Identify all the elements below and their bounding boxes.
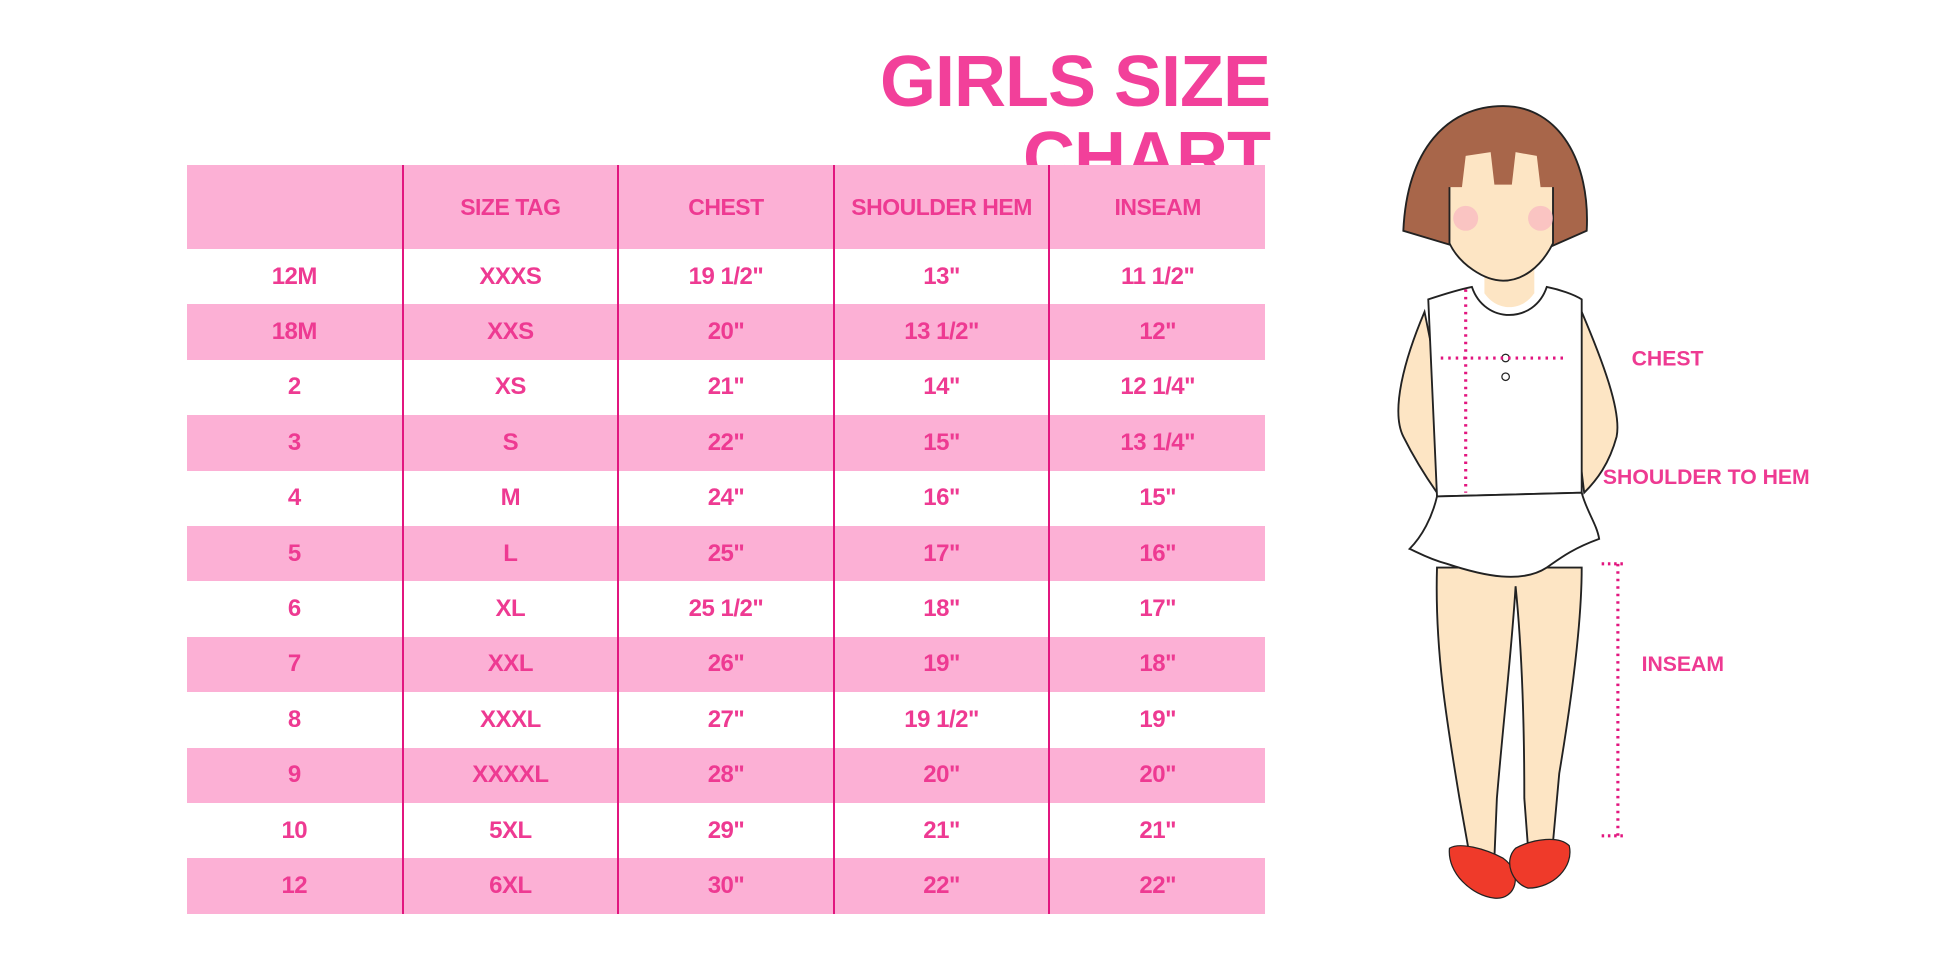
- age-size-cell: 2: [287, 373, 301, 401]
- table-cell: 20": [1048, 747, 1265, 803]
- table-cell: 28": [617, 747, 834, 803]
- table-cell: 30": [617, 858, 834, 914]
- table-cell: 13 1/4": [1048, 415, 1265, 471]
- table-cell: L: [401, 525, 619, 582]
- header-row: SIZE TAG CHEST SHOULDER HEM INSEAM: [187, 165, 1265, 249]
- age-size-cell: 7: [187, 636, 403, 693]
- table-cell: 13": [832, 249, 1050, 305]
- table-row: 5 L 25" 17" 16": [187, 525, 1265, 582]
- table-cell: 16": [1048, 525, 1265, 582]
- table-row: 2 XS 21" 14" 12 1/4": [187, 359, 1265, 416]
- table-cell: 18": [832, 581, 1050, 637]
- table-cell: 17": [1048, 581, 1265, 637]
- table-cell: 13 1/2": [832, 304, 1050, 360]
- table-cell: 26": [617, 636, 834, 693]
- age-size-cell: 4: [287, 484, 301, 512]
- table-cell: 21": [1048, 802, 1265, 859]
- age-size-cell: 5: [187, 525, 403, 582]
- age-size-cell: 10: [281, 816, 308, 844]
- age-size-cell: 8: [287, 705, 301, 733]
- table-cell: 15": [1048, 470, 1265, 526]
- header-cell: CHEST: [617, 165, 834, 249]
- table-cell: XXL: [401, 636, 619, 693]
- chest-label: CHEST: [1632, 347, 1704, 370]
- table-cell: 19": [1048, 692, 1265, 748]
- table-cell: S: [401, 415, 619, 471]
- table-cell: 5XL: [401, 802, 619, 859]
- table-row: 6 XL 25 1/2" 18" 17": [187, 581, 1265, 637]
- table-cell: 17": [832, 525, 1050, 582]
- table-cell: XL: [401, 581, 619, 637]
- table-cell: 22": [832, 858, 1050, 914]
- table-cell: 22": [617, 415, 834, 471]
- age-size-cell: 12: [187, 858, 403, 914]
- size-chart-table: SIZE TAG CHEST SHOULDER HEM INSEAM 12M XX…: [187, 165, 1265, 914]
- age-size-cell: 3: [187, 415, 403, 471]
- table-row: 18M XXS 20" 13 1/2" 12": [187, 304, 1265, 360]
- shirt: [1427, 285, 1583, 498]
- table-row: 9 XXXXL 28" 20" 20": [187, 747, 1265, 803]
- table-cell: 14": [832, 359, 1050, 416]
- right-arm: [1573, 311, 1619, 495]
- table-row: 12M XXXS 19 1/2" 13" 11 1/2": [187, 249, 1265, 305]
- table-cell: 12": [1048, 304, 1265, 360]
- age-size-cell: 12M: [271, 262, 318, 290]
- table-cell: 21": [617, 359, 834, 416]
- left-shoe: [1448, 845, 1516, 899]
- table-row: 12 6XL 30" 22" 22": [187, 858, 1265, 914]
- table-cell: 20": [832, 747, 1050, 803]
- page-title: GIRLS SIZE CHART: [879, 42, 1271, 198]
- table-row: 10 5XL 29" 21" 21": [187, 802, 1265, 859]
- header-cell: INSEAM: [1048, 165, 1265, 249]
- table-cell: 18": [1048, 636, 1265, 693]
- age-size-cell: 18M: [187, 304, 403, 360]
- table-cell: 12 1/4": [1048, 359, 1265, 416]
- table-cell: 22": [1048, 858, 1265, 914]
- shoulder-to-hem-label: SHOULDER TO HEM: [1603, 466, 1810, 489]
- table-cell: 21": [832, 802, 1050, 859]
- table-row: 8 XXXL 27" 19 1/2" 19": [187, 692, 1265, 748]
- table-cell: 25": [617, 525, 834, 582]
- table-cell: 16": [832, 470, 1050, 526]
- table-cell: 19 1/2": [832, 692, 1050, 748]
- inseam-label: INSEAM: [1642, 653, 1724, 676]
- table-cell: XXS: [401, 304, 619, 360]
- table-cell: M: [401, 470, 619, 526]
- table-row: 3 S 22" 15" 13 1/4": [187, 415, 1265, 471]
- table-row: 4 M 24" 16" 15": [187, 470, 1265, 526]
- table-cell: XXXXL: [401, 747, 619, 803]
- table-cell: XXXS: [401, 249, 619, 305]
- header-cell: SIZE TAG: [401, 165, 619, 249]
- table-cell: 6XL: [401, 858, 619, 914]
- table-cell: 24": [617, 470, 834, 526]
- table-cell: 29": [617, 802, 834, 859]
- table-cell: XXXL: [401, 692, 619, 748]
- table-cell: 19": [832, 636, 1050, 693]
- table-row: 7 XXL 26" 19" 18": [187, 636, 1265, 693]
- skirt: [1407, 491, 1601, 578]
- legs: [1435, 566, 1583, 860]
- table-cell: 25 1/2": [617, 581, 834, 637]
- table-cell: 19 1/2": [617, 249, 834, 305]
- age-size-cell: 6: [287, 595, 301, 623]
- right-shoe: [1509, 838, 1571, 889]
- table-cell: 15": [832, 415, 1050, 471]
- age-size-cell: 9: [187, 747, 403, 803]
- table-cell: XS: [401, 359, 619, 416]
- header-cell: [187, 165, 403, 249]
- table-cell: 20": [617, 304, 834, 360]
- table-cell: 11 1/2": [1048, 249, 1265, 305]
- header-cell: SHOULDER HEM: [832, 165, 1050, 249]
- table-cell: 27": [617, 692, 834, 748]
